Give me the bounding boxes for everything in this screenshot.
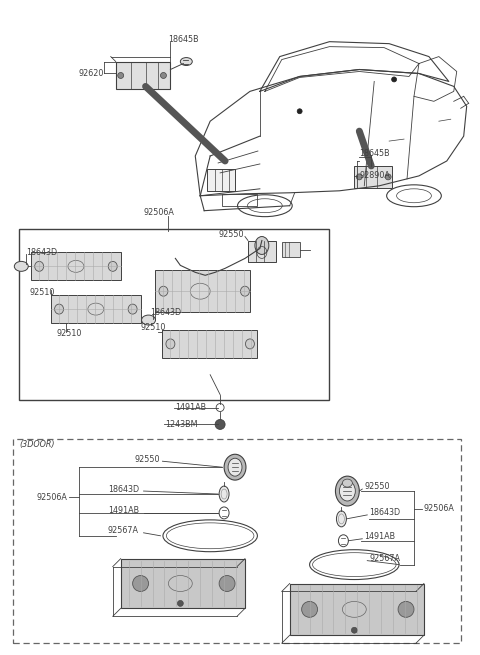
Ellipse shape [166,339,175,349]
Text: 1491AB: 1491AB [364,533,396,541]
Text: 18643D: 18643D [151,308,181,316]
Text: 92550: 92550 [135,455,160,464]
Text: 18643D: 18643D [369,508,400,517]
Bar [120,559,245,608]
Ellipse shape [297,109,302,114]
Bar [207,169,235,191]
Ellipse shape [35,261,44,271]
Text: 92567A: 92567A [369,554,400,563]
Text: 1491AB: 1491AB [175,403,206,412]
Text: 92567A: 92567A [108,527,139,535]
Bar [13,440,461,643]
Ellipse shape [336,476,360,506]
Ellipse shape [219,486,229,502]
Bar [222,194,257,206]
Text: 92510: 92510 [29,288,55,297]
Ellipse shape [118,73,124,79]
Ellipse shape [14,261,28,271]
Ellipse shape [240,286,250,296]
Ellipse shape [339,481,355,501]
Text: 1243BM: 1243BM [166,420,198,429]
Bar [248,240,276,263]
Ellipse shape [55,304,63,314]
Ellipse shape [219,576,235,591]
Text: 1491AB: 1491AB [108,506,139,515]
Ellipse shape [142,315,156,325]
Bar [31,252,120,280]
Ellipse shape [178,601,183,607]
Text: 92550: 92550 [218,230,244,239]
Bar [282,242,300,257]
Text: 92506A: 92506A [424,504,455,514]
Ellipse shape [224,455,246,480]
Ellipse shape [342,479,352,487]
Bar [51,295,141,323]
Bar [354,166,392,188]
Ellipse shape [228,458,242,476]
Text: 92506A: 92506A [36,493,67,502]
Ellipse shape [132,576,148,591]
Ellipse shape [336,511,347,527]
Ellipse shape [356,174,362,180]
Text: 18643D: 18643D [26,248,58,257]
Text: 92620: 92620 [79,69,104,78]
Ellipse shape [180,58,192,66]
Text: 92506A: 92506A [144,208,174,217]
Text: (3DOOR): (3DOOR) [19,440,55,449]
Ellipse shape [301,601,318,617]
Text: 18645B: 18645B [360,149,390,157]
Ellipse shape [108,261,117,271]
Ellipse shape [398,601,414,617]
Bar [19,229,329,400]
Ellipse shape [215,419,225,430]
Ellipse shape [159,286,168,296]
Bar [162,330,257,358]
Ellipse shape [351,627,357,633]
Text: 18645B: 18645B [168,35,199,44]
Ellipse shape [160,73,167,79]
Text: 18643D: 18643D [108,485,139,494]
Ellipse shape [245,339,254,349]
Bar [156,271,250,312]
Ellipse shape [385,174,391,180]
Bar [116,62,170,89]
Text: 92550: 92550 [364,481,390,491]
Text: 92510: 92510 [56,329,82,339]
Bar [290,584,424,635]
Ellipse shape [255,236,269,254]
Ellipse shape [128,304,137,314]
Text: 92890A: 92890A [360,172,390,180]
Text: 92510: 92510 [141,324,166,333]
Ellipse shape [392,77,396,82]
